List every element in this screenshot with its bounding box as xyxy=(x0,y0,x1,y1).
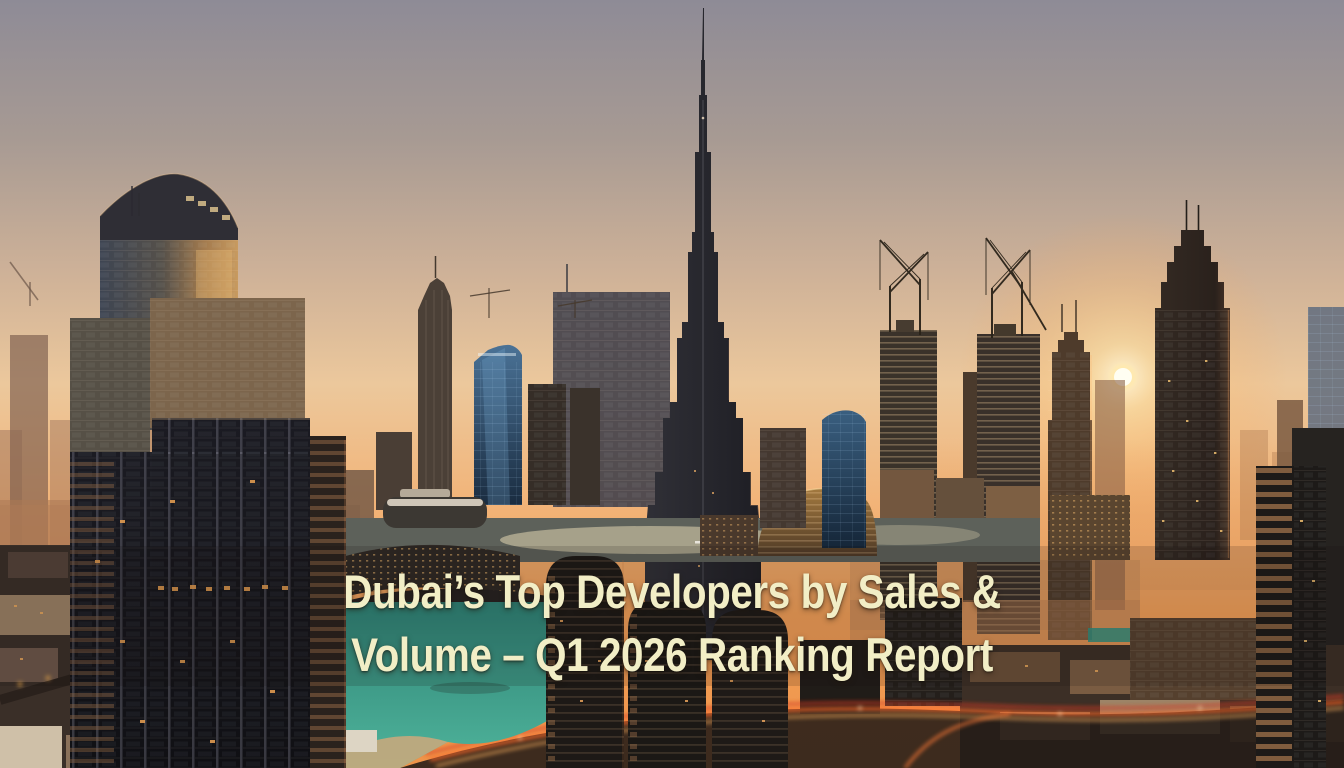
foreground-residential-towers xyxy=(546,556,788,768)
crane-icon xyxy=(469,288,593,318)
ship-shaped-building xyxy=(383,489,487,528)
upper-lagoon xyxy=(332,410,1040,625)
headline-scrim xyxy=(0,546,1344,686)
canopy xyxy=(345,730,377,752)
crane-icon xyxy=(9,261,39,306)
tapered-tower xyxy=(418,278,452,510)
right-foreground-tower xyxy=(1256,466,1326,768)
construction-cranes xyxy=(879,237,1047,338)
lit-windows xyxy=(95,480,288,743)
mid-foreground-towers xyxy=(800,598,962,714)
tower-under-construction xyxy=(977,334,1040,634)
left-tower-complex xyxy=(70,173,346,768)
midground-left-towers xyxy=(340,256,670,520)
sail-crown xyxy=(100,173,238,252)
gothic-crown-tower xyxy=(1155,200,1230,560)
